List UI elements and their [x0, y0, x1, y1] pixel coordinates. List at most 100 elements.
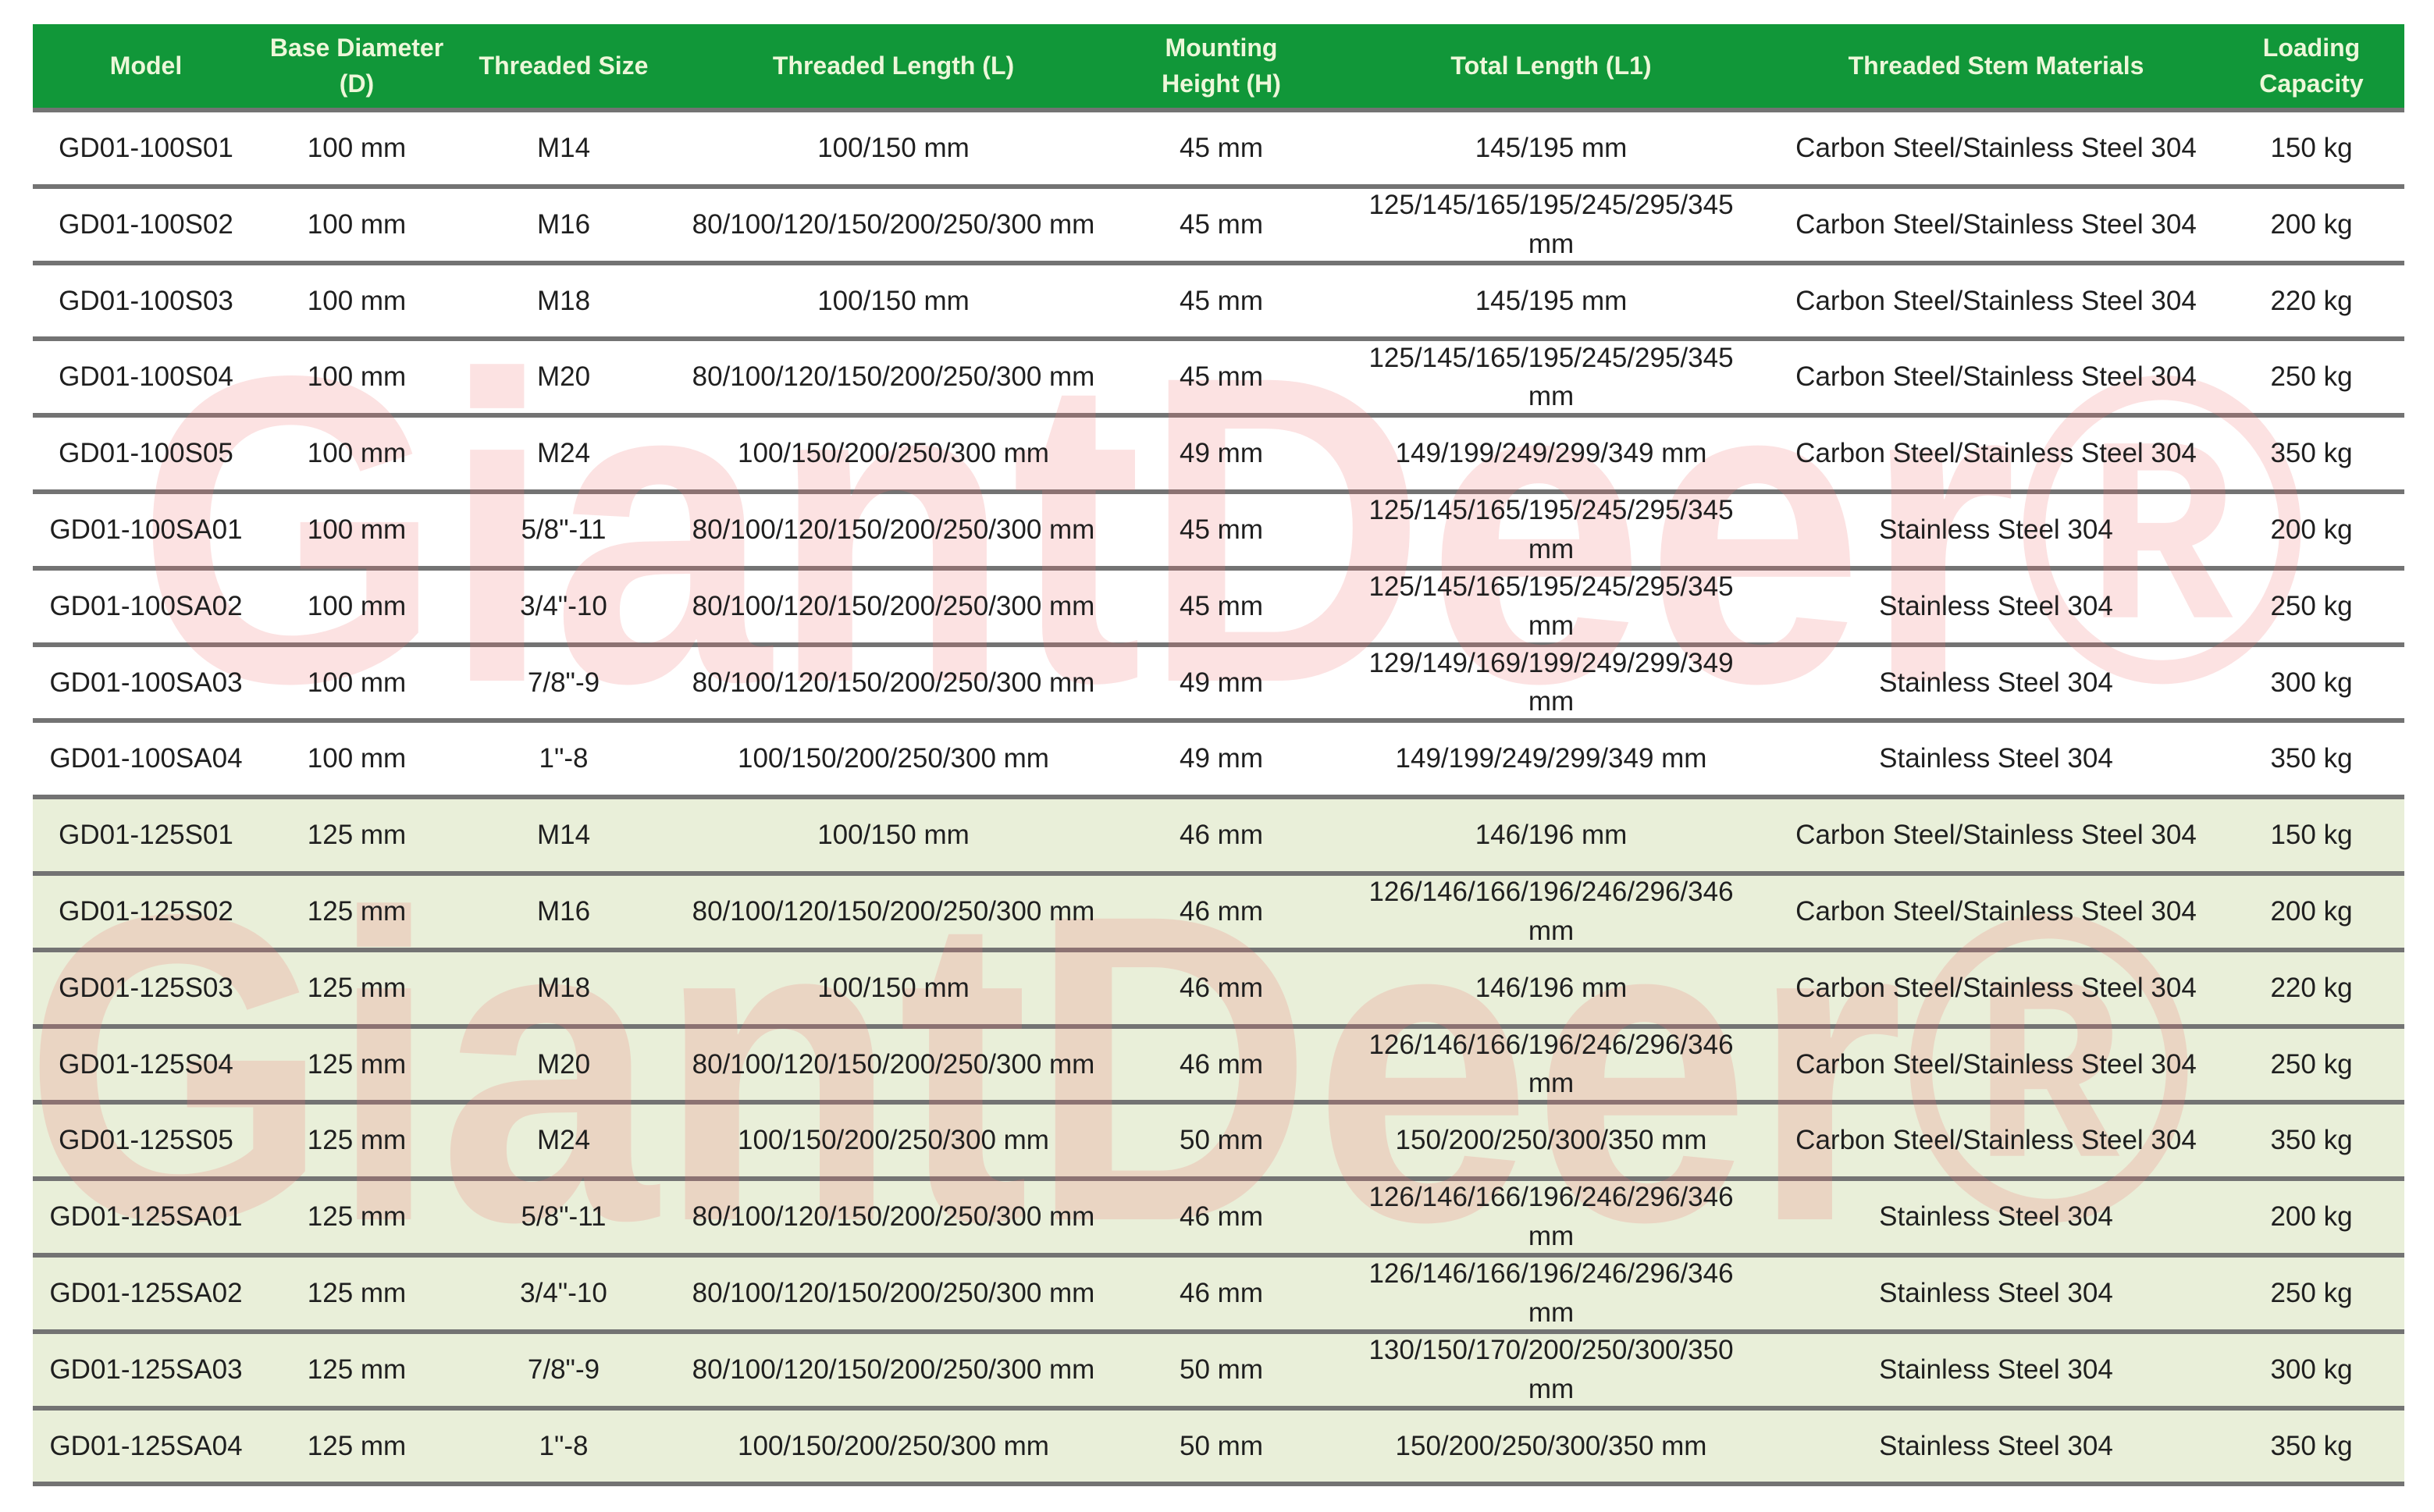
cell-value: 80/100/120/150/200/250/300 mm — [692, 361, 1095, 393]
cell-value: 49 mm — [1180, 743, 1263, 774]
table-cell: 80/100/120/150/200/250/300 mm — [673, 571, 1114, 642]
cell-value: 125 mm — [307, 972, 407, 1003]
cell-value: GD01-125S04 — [59, 1048, 233, 1080]
cell-value: 220 kg — [2270, 972, 2353, 1003]
cell-value: Carbon Steel/Stainless Steel 304 — [1795, 972, 2197, 1003]
column-header-label: Threaded Size — [479, 51, 649, 80]
table-cell: GD01-125SA03 — [33, 1334, 259, 1406]
table-cell: 149/199/249/299/349 mm — [1329, 418, 1774, 489]
table-cell: 350 kg — [2219, 723, 2404, 795]
cell-value: 250 kg — [2270, 361, 2353, 393]
cell-value: 220 kg — [2270, 285, 2353, 316]
table-cell: GD01-125S02 — [33, 876, 259, 948]
cell-value: 200 kg — [2270, 896, 2353, 927]
cell-value: 100 mm — [307, 743, 407, 774]
cell-value: M16 — [536, 208, 591, 240]
cell-value: GD01-100S05 — [59, 438, 233, 469]
table-cell: 7/8"-9 — [454, 1334, 673, 1406]
table-cell: 49 mm — [1114, 723, 1329, 795]
cell-value: 125 mm — [307, 1430, 407, 1461]
cell-value: 150/200/250/300/350 mm — [1395, 1125, 1707, 1156]
table-cell: 125 mm — [259, 1105, 454, 1176]
cell-value: 80/100/120/150/200/250/300 mm — [692, 1048, 1095, 1080]
cell-value: 80/100/120/150/200/250/300 mm — [692, 590, 1095, 621]
cell-value: 145/195 mm — [1475, 285, 1628, 316]
cell-value: Stainless Steel 304 — [1879, 743, 2113, 774]
product-spec-table: Model Base Diameter (D) Threaded Size Threa… — [33, 24, 2404, 1487]
cell-value: M18 — [536, 972, 591, 1003]
table-row: GD01-125SA01 125 mm 5/8"-11 80/100/120/150/… — [33, 1181, 2404, 1258]
table-cell: 220 kg — [2219, 952, 2404, 1024]
cell-value: 100 mm — [307, 590, 407, 621]
cell-value: Stainless Steel 304 — [1879, 667, 2113, 698]
cell-value: 250 kg — [2270, 1278, 2353, 1308]
cell-value: Carbon Steel/Stainless Steel 304 — [1795, 133, 2197, 164]
table-cell: M14 — [454, 112, 673, 184]
table-cell: M14 — [454, 799, 673, 871]
column-header: Total Length (L1) — [1329, 24, 1774, 108]
cell-value: 125 mm — [307, 1201, 407, 1233]
cell-value: 126/146/166/196/246/296/346 mm — [1368, 1182, 1734, 1252]
table-cell: 100/150 mm — [673, 799, 1114, 871]
table-cell: 80/100/120/150/200/250/300 mm — [673, 1334, 1114, 1406]
cell-value: GD01-100S01 — [59, 133, 233, 164]
cell-value: 46 mm — [1180, 1048, 1263, 1080]
table-cell: 80/100/120/150/200/250/300 mm — [673, 189, 1114, 261]
table-cell: 80/100/120/150/200/250/300 mm — [673, 1258, 1114, 1329]
cell-value: 100 mm — [307, 361, 407, 393]
table-cell: 150 kg — [2219, 112, 2404, 184]
table-cell: 250 kg — [2219, 571, 2404, 642]
column-header-label: Threaded Length (L) — [772, 51, 1015, 80]
cell-value: 3/4"-10 — [520, 590, 607, 621]
cell-value: 3/4"-10 — [520, 1278, 607, 1308]
table-cell: 350 kg — [2219, 1105, 2404, 1176]
cell-value: 125/145/165/195/245/295/345 mm — [1368, 190, 1734, 259]
table-row: GD01-125SA03 125 mm 7/8"-9 80/100/120/150/2… — [33, 1333, 2404, 1411]
cell-value: 80/100/120/150/200/250/300 mm — [692, 514, 1095, 546]
cell-value: Stainless Steel 304 — [1879, 1278, 2113, 1308]
cell-value: 100 mm — [307, 514, 407, 546]
table-cell: 125 mm — [259, 1181, 454, 1253]
column-header-label: Model — [109, 51, 183, 80]
cell-value: Stainless Steel 304 — [1879, 1430, 2113, 1461]
cell-value: 350 kg — [2270, 1430, 2353, 1461]
table-cell: 145/195 mm — [1329, 112, 1774, 184]
table-cell: Stainless Steel 304 — [1774, 723, 2219, 795]
cell-value: 7/8"-9 — [527, 1354, 600, 1385]
table-cell: 80/100/120/150/200/250/300 mm — [673, 1181, 1114, 1253]
table-cell: GD01-100SA04 — [33, 723, 259, 795]
table-cell: Carbon Steel/Stainless Steel 304 — [1774, 418, 2219, 489]
table-cell: 149/199/249/299/349 mm — [1329, 723, 1774, 795]
table-cell: 3/4"-10 — [454, 1258, 673, 1329]
cell-value: GD01-125SA01 — [49, 1201, 243, 1233]
cell-value: 150 kg — [2270, 133, 2353, 164]
cell-value: 45 mm — [1180, 590, 1263, 621]
table-cell: GD01-100S04 — [33, 341, 259, 413]
table-row: GD01-100S03 100 mm M18 100/150 mm 45 mm 145/1… — [33, 265, 2404, 342]
cell-value: 50 mm — [1180, 1354, 1263, 1385]
cell-value: GD01-100S04 — [59, 361, 233, 393]
column-header: Threaded Size — [454, 24, 673, 108]
table-cell: 100/150/200/250/300 mm — [673, 723, 1114, 795]
cell-value: 149/199/249/299/349 mm — [1395, 743, 1707, 774]
cell-value: 125 mm — [307, 1048, 407, 1080]
table-cell: 200 kg — [2219, 189, 2404, 261]
table-cell: 49 mm — [1114, 418, 1329, 489]
cell-value: Carbon Steel/Stainless Steel 304 — [1795, 285, 2197, 316]
table-cell: M24 — [454, 418, 673, 489]
cell-value: Carbon Steel/Stainless Steel 304 — [1795, 208, 2197, 240]
column-header: Mounting Height (H) — [1114, 24, 1329, 108]
table-cell: 5/8"-11 — [454, 494, 673, 566]
table-cell: 125 mm — [259, 952, 454, 1024]
table-row: GD01-125S01 125 mm M14 100/150 mm 46 mm 146/1… — [33, 799, 2404, 876]
table-cell: GD01-100S02 — [33, 189, 259, 261]
cell-value: Carbon Steel/Stainless Steel 304 — [1795, 1125, 2197, 1156]
cell-value: 100/150 mm — [817, 133, 970, 164]
table-cell: 125/145/165/195/245/295/345 mm — [1329, 341, 1774, 413]
cell-value: 49 mm — [1180, 438, 1263, 469]
table-cell: Stainless Steel 304 — [1774, 1334, 2219, 1406]
table-cell: 100 mm — [259, 341, 454, 413]
cell-value: 45 mm — [1180, 285, 1263, 316]
cell-value: 125 mm — [307, 1278, 407, 1308]
